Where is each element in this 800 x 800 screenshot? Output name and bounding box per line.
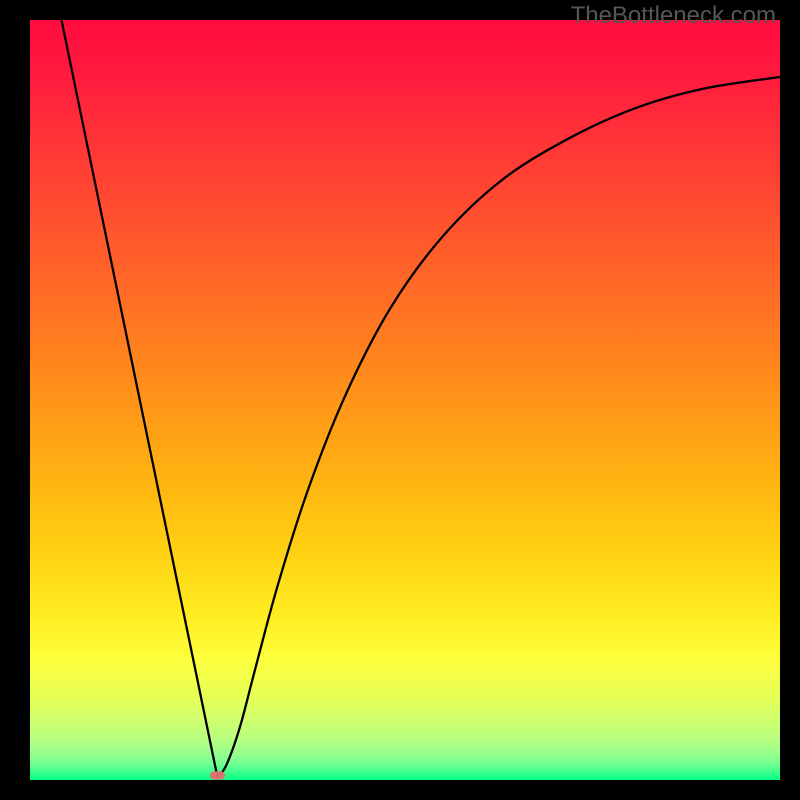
frame-border bbox=[0, 780, 800, 800]
frame-border bbox=[0, 0, 30, 800]
watermark-text: TheBottleneck.com bbox=[571, 2, 776, 30]
frame-border bbox=[780, 0, 800, 800]
gradient-background bbox=[30, 20, 780, 780]
optimum-marker bbox=[210, 771, 225, 779]
bottleneck-chart bbox=[0, 0, 800, 800]
